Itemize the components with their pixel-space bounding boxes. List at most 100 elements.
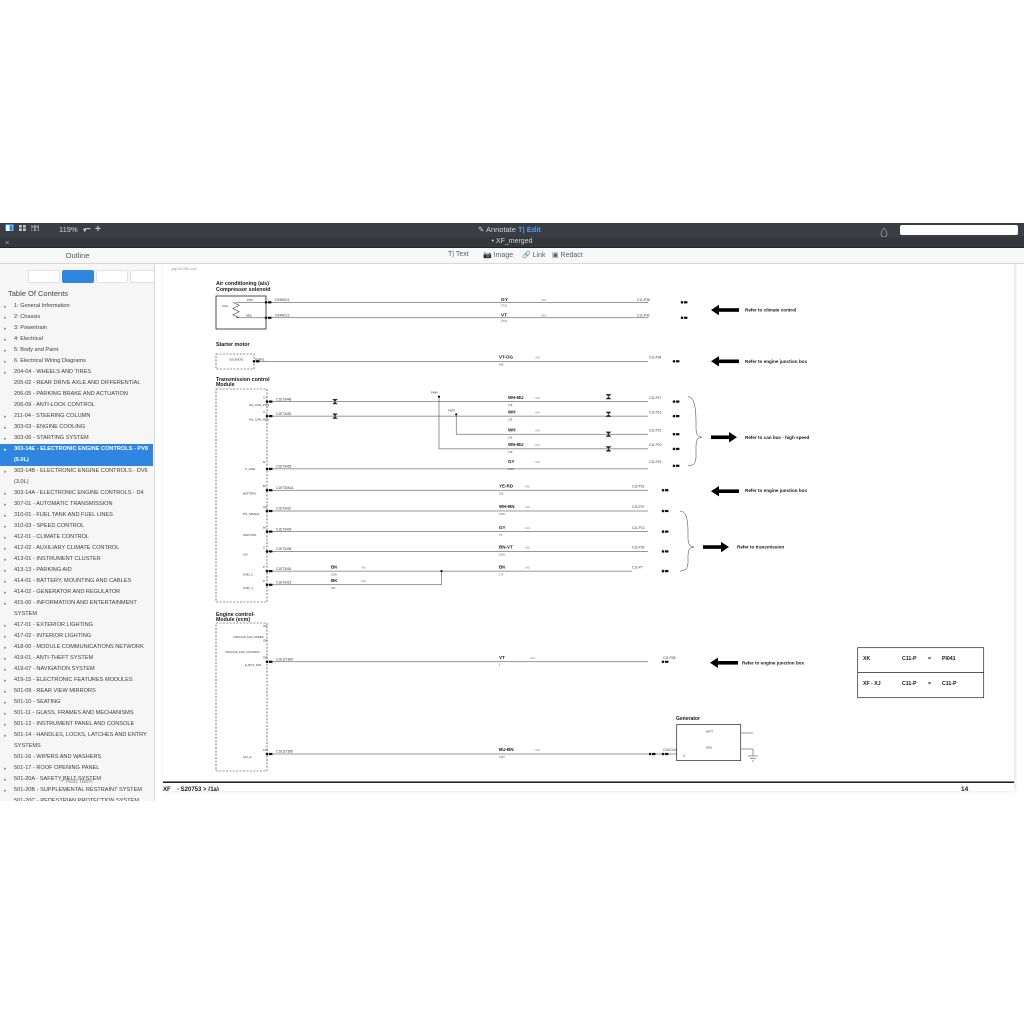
svg-text:JAG: JAG [535,396,540,400]
svg-text:GY: GY [508,459,515,464]
svg-text:C11-P20: C11-P20 [649,443,662,447]
svg-text:C1ET3408: C1ET3408 [276,547,291,551]
svg-text:C1ET3453: C1ET3453 [276,465,291,469]
svg-text:JAG: JAG [535,410,540,414]
svg-text:POS: POS [247,298,253,302]
svg-text:C+: C+ [263,396,267,400]
svg-text:JAG: JAG [535,748,540,752]
svg-text:Module (ecm): Module (ecm) [216,617,250,623]
svg-text:BK: BK [499,564,506,569]
svg-text:XK: XK [863,656,870,662]
svg-text:C11-P7: C11-P7 [632,565,643,569]
svg-text:C1ET3410: C1ET3410 [276,507,291,511]
svg-text:14: 14 [961,786,969,791]
svg-text:JAG: JAG [530,656,535,660]
svg-text:YE-RD: YE-RD [499,483,514,488]
svg-text:C1ET3448: C1ET3448 [276,397,291,401]
svg-text:528: 528 [499,491,504,495]
svg-text:508: 508 [499,363,504,367]
svg-text:C11-P17: C11-P17 [649,396,662,400]
svg-text:B+: B+ [263,484,267,488]
svg-text:C11-P42: C11-P42 [637,314,650,318]
svg-text:B+: B+ [263,526,267,530]
svg-text:C1E11T384: C1E11T384 [276,658,293,662]
svg-text:WH-BU: WH-BU [508,442,524,447]
svg-text:=: = [928,681,931,687]
svg-text:C11-P31: C11-P31 [632,484,645,488]
svg-text:D: D [263,460,266,464]
svg-text:K_LINE: K_LINE [245,467,255,471]
svg-text:WH: WH [508,409,516,414]
svg-text:C11-P: C11-P [942,681,957,687]
svg-text:XF - XJ: XF - XJ [863,681,881,687]
svg-text:168: 168 [508,450,513,454]
svg-text:Refer to engine junction box: Refer to engine junction box [742,660,804,665]
svg-text:WH: WH [508,427,516,432]
svg-text:Generator: Generator [676,716,700,722]
svg-text:JAG: JAG [535,428,540,432]
svg-text:303: 303 [331,586,336,590]
svg-text:1625: 1625 [499,512,505,516]
svg-text:C94W211: C94W211 [275,298,290,302]
svg-text:P: P [263,565,265,569]
svg-text:C11-P22: C11-P22 [649,460,662,464]
svg-text:JAG: JAG [361,565,366,569]
svg-text:C1E11T385: C1E11T385 [276,750,293,754]
svg-text:C11-P39: C11-P39 [632,546,645,550]
svg-text:168: 168 [508,435,513,439]
svg-text:C11-P36: C11-P36 [637,298,650,302]
svg-text:WH-BU: WH-BU [508,395,524,400]
svg-text:JAG: JAG [361,579,366,583]
svg-text:C-: C- [263,410,266,414]
svg-text:Refer to can bus - high speed: Refer to can bus - high speed [745,435,810,440]
svg-text:PI639: PI639 [448,408,455,412]
svg-text:C: C [263,545,266,549]
svg-text:Module: Module [216,382,235,388]
svg-text:NEG: NEG [246,314,252,318]
svg-text:C11-P28: C11-P28 [663,656,676,660]
svg-text:=: = [928,656,931,662]
svg-text:Refer to transmission: Refer to transmission [737,545,784,550]
svg-text:BK: BK [331,578,338,583]
svg-text:Refer to engine junction box: Refer to engine junction box [745,359,807,364]
svg-text:SOLENOID: SOLENOID [229,358,243,362]
svg-text:WH-BN: WH-BN [499,504,515,509]
svg-text:HS_CAN_NEG: HS_CAN_NEG [249,417,270,421]
svg-text:C11-P16: C11-P16 [649,410,662,414]
svg-text:1625: 1625 [508,467,514,471]
svg-text:2731: 2731 [501,319,508,323]
svg-text:PI041: PI041 [942,656,956,662]
svg-text:C11-P34: C11-P34 [649,356,662,360]
svg-text:JAG: JAG [541,314,546,318]
svg-text:168: 168 [508,417,513,421]
svg-text:E_BOX_FAN: E_BOX_FAN [245,663,261,667]
svg-text:JAG: JAG [525,505,530,509]
svg-text:GY: GY [499,525,506,530]
svg-text:png106-7851-a.ail: png106-7851-a.ail [171,267,197,271]
svg-text:OP: OP [263,505,267,509]
svg-text:VT: VT [501,313,507,319]
svg-text:VISCOUS_FAN_CONTROL: VISCOUS_FAN_CONTROL [225,650,260,654]
svg-text:VISCOUS_FAN_SPEED: VISCOUS_FAN_SPEED [233,635,264,639]
svg-text:BU-BN: BU-BN [499,747,514,752]
svg-text:IGNITION: IGNITION [243,533,256,537]
svg-text:LIN_R: LIN_R [243,755,252,759]
svg-text:P: P [263,579,265,583]
svg-text:1: 1 [499,663,501,667]
svg-text:VT: VT [499,655,505,660]
svg-text:BN-VT: BN-VT [499,545,513,550]
svg-text:JAG: JAG [535,443,540,447]
svg-text:VT-OG: VT-OG [499,355,514,360]
svg-text:C1ET3416: C1ET3416 [276,567,291,571]
svg-text:C1ET3452: C1ET3452 [276,412,291,416]
svg-text:HS_CAN_POS: HS_CAN_POS [249,403,269,407]
svg-text:LIN: LIN [263,748,268,752]
svg-text:BATT: BATT [706,730,713,734]
svg-text:JAG: JAG [541,298,546,302]
svg-text:GND_2: GND_2 [243,572,253,576]
svg-text:C1ET3413: C1ET3413 [276,581,291,585]
svg-text:JAG: JAG [535,356,540,360]
svg-text:JAG: JAG [525,565,530,569]
svg-text:C11-P37: C11-P37 [632,505,645,509]
svg-text:173: 173 [499,572,504,576]
